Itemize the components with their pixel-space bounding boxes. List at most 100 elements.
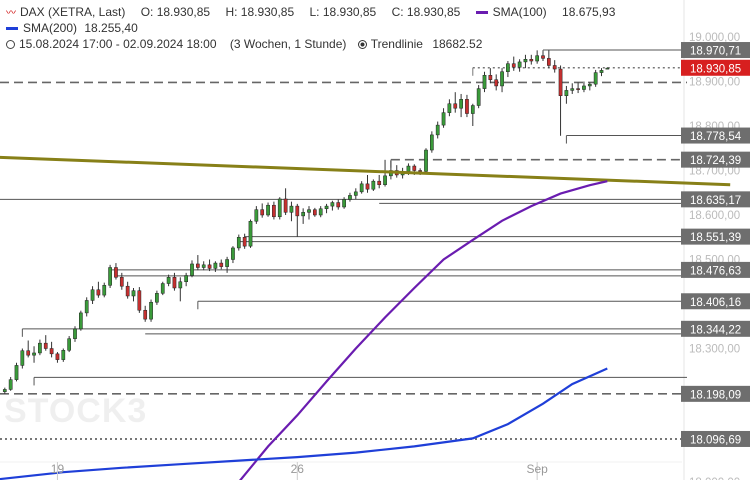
candle-body [570,88,575,91]
candle-body [447,103,452,113]
candle-body [605,67,610,70]
sma100-line [239,180,608,480]
candle-body [529,59,534,62]
sma100-legend-label[interactable]: SMA(100) [492,5,547,19]
candle-body [593,72,598,85]
candle-body [231,247,235,260]
candle-body [225,259,229,267]
level-price-tag [681,385,750,402]
candles [2,50,610,394]
candle-body [178,281,183,289]
candle-body [84,300,89,314]
trendline-value: 18682.52 [432,37,483,51]
candle-body [26,350,31,356]
candle-body [236,237,241,249]
candle-body [254,209,259,222]
candle-body [73,328,77,339]
candle-body [131,290,136,297]
candle-body [517,61,522,68]
level-price-label: 18.551,39 [690,232,741,244]
candle-body [43,342,48,349]
price-axis[interactable]: 19.000,0018.900,0018.800,0018.700,0018.6… [681,32,750,480]
candle-body [155,293,159,303]
candle-body [196,263,200,268]
candle-body [301,212,305,217]
watermark-logo: STOCK3 [4,392,148,430]
price-tick-label: 18.900,00 [689,77,740,89]
level-price-tag [681,430,750,447]
candle-body [266,204,270,216]
candle-body [599,70,604,73]
candle-body [383,175,387,185]
candle-body [207,264,212,269]
candle-body [365,183,370,190]
candle-body [558,68,563,96]
horizontal-levels [0,49,687,440]
candle-body [102,285,107,296]
candle-body [424,149,428,172]
candle-body [114,267,118,278]
candle-body [412,165,417,171]
candle-body [272,204,276,218]
candle-body [289,205,294,213]
candle-body [330,202,335,207]
trendline-label[interactable]: Trendlinie [370,37,423,51]
low-value: L: 18.930,85 [309,5,377,19]
level-price-tag [681,127,750,144]
level-price-label: 18.406,16 [690,297,741,309]
sma200-legend-label[interactable]: SMA(200) [23,21,78,35]
candle-body [500,71,504,87]
level-price-label: 18.198,09 [690,389,741,401]
level-price-label: 18.970,71 [690,46,741,58]
candle-body [547,58,551,66]
candle-body [108,267,112,286]
level-price-label: 18.344,22 [690,324,741,336]
candle-body [184,275,189,282]
sma100-legend-value: 18.675,93 [562,5,616,19]
time-tick-label: 26 [291,462,305,476]
candle-body [38,342,42,354]
candle-body [459,99,463,109]
candle-body [61,350,66,360]
candle-body [313,209,317,216]
candle-body [248,220,253,247]
candle-body [377,180,382,185]
date-range[interactable]: 15.08.2024 17:00 - 02.09.2024 18:00 [19,37,217,51]
sma200-legend-swatch [6,27,18,31]
candle-body [576,88,580,90]
candle-body [277,198,282,218]
candle-body [32,352,36,356]
candle-body [336,202,341,208]
level-price-label: 18.724,39 [690,155,741,167]
candle-body [137,290,142,311]
candle-body [318,208,323,216]
level-price-tag [681,293,750,310]
candle-body [49,348,54,355]
candle-body [190,263,194,276]
candle-body [465,99,469,114]
level-price-tag [681,320,750,337]
candle-body [324,205,329,210]
candle-body [67,338,72,351]
candle-body [541,55,545,59]
candle-body [149,301,153,320]
level-price-tag [681,42,750,59]
time-tick-label: Sep [526,462,548,476]
candle-body [435,124,440,136]
symbol-label[interactable]: DAX (XETRA, Last) [20,5,126,19]
price-tick-label: 18.000,00 [689,477,740,480]
candle-body [201,264,206,268]
candle-body [506,63,510,72]
candle-body [511,63,516,68]
candle-body [213,262,218,269]
level-price-label: 18.930,85 [690,63,741,75]
candle-body [482,75,487,89]
candle-body [90,289,95,301]
range-info: 15.08.2024 17:00 - 02.09.2024 18:00 (3 W… [6,37,482,51]
time-axis[interactable]: 19 26 Sep [51,462,548,480]
candle-body [418,170,422,172]
indicator-lines [0,155,731,480]
level-price-tag [681,228,750,245]
chart-type-icon[interactable]: 〰 [6,8,16,19]
